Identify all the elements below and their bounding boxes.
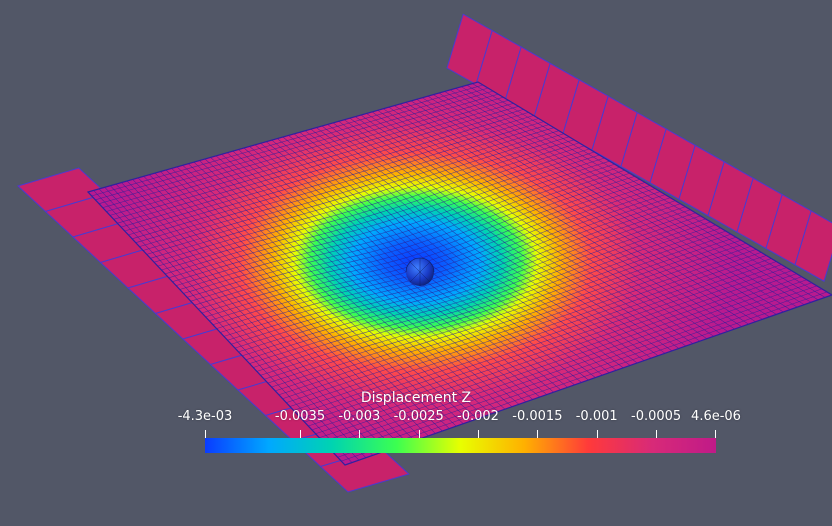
plate-outline — [86, 81, 832, 466]
mesh-line — [330, 282, 812, 450]
mesh-line — [231, 200, 676, 345]
mesh-line — [260, 224, 716, 376]
mesh-line — [289, 249, 757, 407]
mesh-line — [282, 243, 747, 399]
mesh-line — [341, 291, 827, 462]
mesh-line — [249, 215, 701, 364]
mesh-line — [333, 285, 817, 454]
mesh-line — [242, 209, 691, 357]
impactor-sphere[interactable] — [405, 257, 435, 286]
mesh-line — [433, 94, 777, 315]
mesh-line — [337, 288, 822, 458]
mesh-line — [304, 261, 777, 423]
mesh-line — [326, 279, 807, 446]
mesh-line — [275, 236, 736, 392]
mesh-line — [220, 191, 661, 333]
mesh-line — [455, 88, 805, 305]
mesh-line — [234, 203, 681, 349]
mesh-line — [300, 258, 772, 419]
mesh-line — [267, 230, 726, 384]
mesh-line — [422, 97, 763, 320]
mesh-line — [223, 194, 666, 337]
mesh-line — [288, 135, 596, 378]
mesh-line — [227, 197, 671, 341]
mesh-line — [449, 89, 798, 308]
mesh-line — [293, 133, 603, 376]
mesh-line — [271, 233, 731, 388]
mesh-line — [444, 91, 791, 310]
mesh-line — [321, 125, 638, 364]
mesh-line — [278, 239, 742, 396]
mesh-line — [238, 206, 686, 353]
support-pad — [794, 210, 832, 282]
mesh-line — [297, 255, 767, 415]
mesh-line — [344, 119, 666, 354]
mesh-line — [377, 110, 707, 339]
mesh-line — [399, 103, 735, 330]
mesh-line — [299, 132, 610, 374]
mesh-line — [466, 84, 819, 301]
mesh-line — [253, 218, 706, 368]
mesh-line — [256, 221, 711, 372]
right-support-pads — [446, 13, 832, 282]
mesh-line — [349, 117, 673, 352]
mesh-line — [394, 105, 728, 332]
mesh-line — [366, 113, 694, 344]
mesh-wireframe — [88, 82, 832, 465]
mesh-line — [322, 276, 802, 442]
mesh-line — [264, 227, 721, 380]
mesh-line — [308, 264, 782, 427]
mesh-line — [371, 111, 700, 342]
mesh-line — [310, 128, 624, 369]
mesh-line — [315, 270, 792, 435]
mesh-line — [388, 106, 721, 335]
mesh-line — [327, 124, 645, 361]
mesh-line — [405, 102, 742, 327]
mesh-line — [245, 212, 696, 360]
mesh-line — [332, 122, 652, 359]
mesh-line — [472, 83, 826, 298]
mesh-line — [461, 86, 812, 303]
mesh-line — [438, 92, 784, 313]
mesh-line — [293, 252, 762, 411]
mesh-line — [216, 188, 656, 329]
mesh-line — [360, 114, 687, 347]
mesh-line — [286, 246, 752, 403]
mesh-line — [319, 273, 797, 438]
mesh-line — [383, 108, 714, 337]
mesh-line — [338, 121, 659, 357]
mesh-line — [427, 95, 770, 318]
mesh-line — [355, 116, 680, 349]
mesh-line — [305, 130, 617, 371]
mesh-line — [311, 267, 787, 431]
mesh-line — [416, 99, 756, 322]
mesh-line — [410, 100, 749, 325]
mesh-line — [316, 127, 631, 366]
